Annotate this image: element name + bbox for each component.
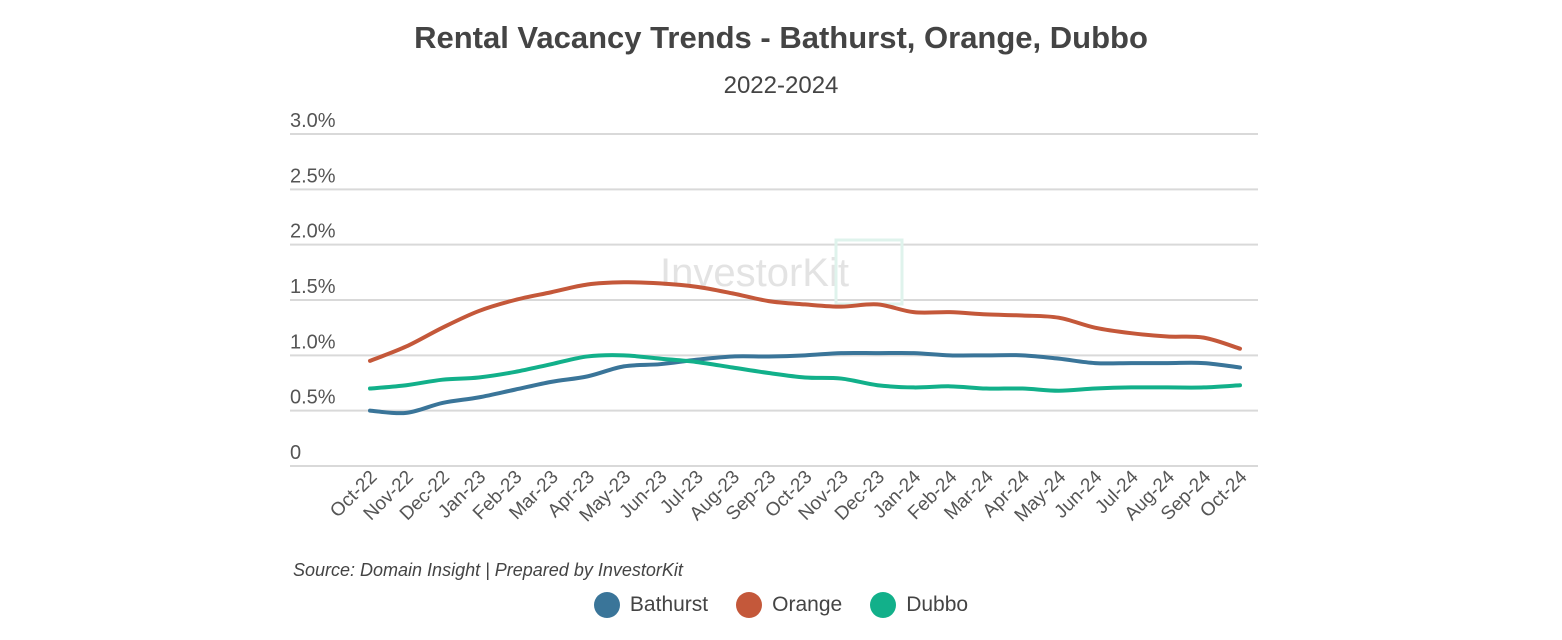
legend-marker — [870, 592, 897, 618]
series-line-bathurst — [368, 350, 1242, 416]
legend-item-dubbo[interactable]: Dubbo — [870, 592, 968, 618]
legend-label: Orange — [772, 593, 843, 616]
y-tick-label: 3.0% — [290, 110, 336, 132]
legend-label: Bathurst — [629, 593, 709, 616]
y-tick-label: 2.5% — [290, 165, 336, 187]
y-tick-label: 0 — [290, 442, 301, 464]
y-tick-label: 1.5% — [290, 276, 336, 298]
legend-marker — [593, 592, 620, 618]
chart-subtitle: 2022-2024 — [723, 72, 839, 99]
legend: Bathurst Orange Dubbo — [0, 592, 1562, 618]
source-note: Source: Domain Insight | Prepared by Inv… — [293, 560, 683, 580]
series-line-dubbo — [368, 353, 1242, 393]
legend-item-orange[interactable]: Orange — [736, 592, 842, 618]
y-tick-label: 2.0% — [290, 221, 336, 243]
legend-marker — [736, 592, 763, 618]
chart-title: Rental Vacancy Trends - Bathurst, Orange… — [414, 20, 1148, 55]
watermark-logo: InvestorKit — [660, 251, 849, 295]
legend-label: Dubbo — [906, 593, 969, 616]
legend-item-bathurst[interactable]: Bathurst — [593, 592, 709, 618]
series-line-orange — [368, 280, 1242, 363]
y-tick-label: 0.5% — [290, 387, 336, 409]
y-tick-label: 1.0% — [290, 331, 336, 353]
